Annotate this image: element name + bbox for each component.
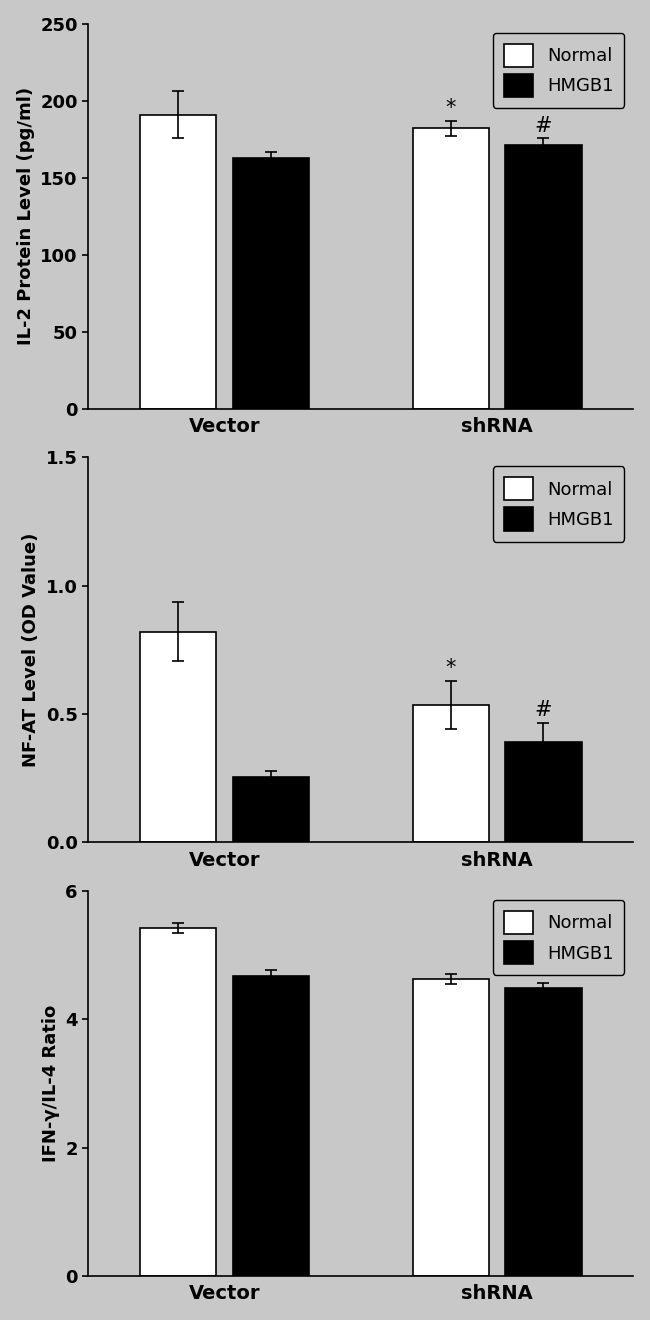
Bar <box>505 742 582 842</box>
Bar <box>140 115 216 409</box>
Legend: Normal, HMGB1: Normal, HMGB1 <box>493 900 624 975</box>
Bar <box>505 989 582 1276</box>
Bar <box>233 777 309 842</box>
Bar <box>233 975 309 1276</box>
Text: *: * <box>445 657 456 677</box>
Y-axis label: IFN-γ/IL-4 Ratio: IFN-γ/IL-4 Ratio <box>42 1005 60 1162</box>
Legend: Normal, HMGB1: Normal, HMGB1 <box>493 466 624 541</box>
Text: #: # <box>535 701 552 721</box>
Bar <box>505 145 582 409</box>
Bar <box>413 978 489 1276</box>
Bar <box>413 705 489 842</box>
Text: #: # <box>535 116 552 136</box>
Bar <box>140 928 216 1276</box>
Y-axis label: IL-2 Protein Level (pg/ml): IL-2 Protein Level (pg/ml) <box>17 87 34 346</box>
Legend: Normal, HMGB1: Normal, HMGB1 <box>493 33 624 108</box>
Bar <box>233 158 309 409</box>
Y-axis label: NF-AT Level (OD Value): NF-AT Level (OD Value) <box>22 533 40 767</box>
Text: *: * <box>445 98 456 117</box>
Bar <box>413 128 489 409</box>
Bar <box>140 632 216 842</box>
